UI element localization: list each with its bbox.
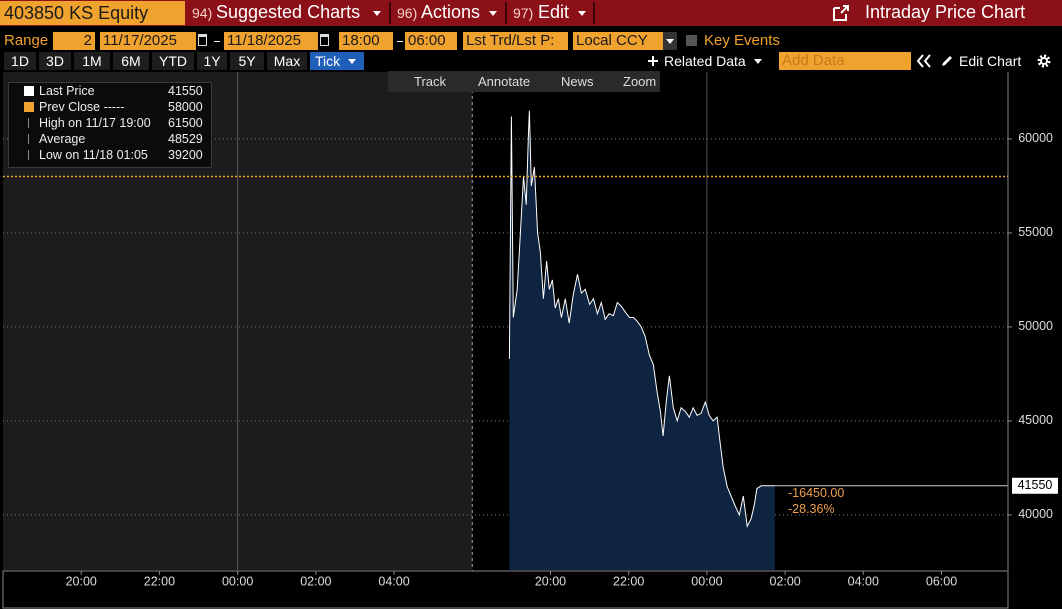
divider	[389, 2, 391, 24]
pencil-icon	[942, 56, 952, 66]
period-button[interactable]: 3D	[39, 52, 71, 70]
popout-icon[interactable]	[832, 4, 850, 22]
menu[interactable]: Edit	[538, 2, 570, 22]
divider	[505, 2, 507, 24]
last-price-label: 41550	[1018, 478, 1053, 492]
key-events-label: Key Events	[704, 32, 780, 49]
legend-marker	[28, 118, 29, 128]
menu-number: 97)	[513, 5, 534, 21]
checkbox[interactable]	[686, 35, 697, 46]
period-button[interactable]: 1Y	[197, 52, 227, 70]
collapse-icon[interactable]	[916, 54, 932, 68]
legend-label: Last Price	[39, 84, 95, 98]
annotate-tool[interactable]: Annotate	[478, 74, 531, 89]
x-tick-label: 22:00	[144, 574, 175, 588]
y-tick-label: 55000	[1018, 225, 1053, 239]
dropdown-arrow	[578, 11, 586, 16]
x-tick-label: 02:00	[769, 574, 800, 588]
tick-button[interactable]: Tick	[310, 52, 364, 70]
y-tick-label: 45000	[1018, 413, 1053, 427]
period-button[interactable]: 6M	[113, 52, 149, 70]
currency-select[interactable]: Local CCY	[573, 32, 663, 50]
x-tick-label: 02:00	[300, 574, 331, 588]
x-tick-label: 20:00	[66, 574, 97, 588]
period-button[interactable]: Max	[267, 52, 307, 70]
zoom-tool[interactable]: Zoom	[623, 74, 657, 89]
x-tick-label: 06:00	[926, 574, 957, 588]
edit-chart[interactable]: Edit Chart	[959, 53, 1022, 69]
legend-label: Low on 11/18 01:05	[39, 148, 148, 162]
menu[interactable]: Actions	[421, 2, 481, 22]
menu[interactable]: Suggested Charts	[216, 2, 361, 22]
chart-toolbar	[388, 71, 660, 92]
menu-number: 94)	[192, 5, 213, 21]
legend-value: 48529	[168, 132, 203, 146]
plus-icon	[648, 56, 658, 66]
x-tick-label: 00:00	[222, 574, 253, 588]
security-field[interactable]: 403850 KS Equity	[0, 1, 185, 25]
range-label: Range	[4, 32, 49, 49]
end-time-input[interactable]: 06:00	[405, 32, 457, 50]
legend-marker	[28, 150, 29, 160]
x-tick-label: 00:00	[691, 574, 722, 588]
legend-swatch	[24, 86, 34, 96]
period-button[interactable]: YTD	[152, 52, 194, 70]
dropdown-arrow	[754, 59, 762, 64]
period-button[interactable]: 1M	[74, 52, 110, 70]
calendar-icon[interactable]	[198, 34, 207, 46]
legend-label: Prev Close -----	[39, 100, 125, 114]
period-button[interactable]: 1D	[4, 52, 36, 70]
track-tool[interactable]: Track	[414, 74, 447, 89]
legend-box	[8, 82, 212, 168]
related-plus	[648, 52, 658, 70]
dropdown[interactable]	[663, 32, 677, 50]
change-annotation: -28.36%	[788, 502, 835, 516]
legend-value: 39200	[168, 148, 203, 162]
tick-label: Tick	[315, 53, 341, 69]
x-tick-label: 20:00	[535, 574, 566, 588]
legend-marker	[28, 134, 29, 144]
change-annotation: -16450.00	[788, 486, 844, 500]
y-tick-label: 60000	[1018, 131, 1053, 145]
add-data-input[interactable]: Add Data	[779, 52, 911, 70]
separator	[214, 41, 220, 42]
legend-value: 61500	[168, 116, 203, 130]
related-data[interactable]: Related Data	[664, 53, 746, 69]
dropdown-arrow	[489, 11, 497, 16]
end-date-input[interactable]: 11/18/2025	[224, 32, 318, 50]
y-tick-label: 50000	[1018, 319, 1053, 333]
field-select[interactable]: Lst Trd/Lst P:	[463, 32, 568, 50]
menu-number: 96)	[397, 5, 418, 21]
start-date-input[interactable]: 11/17/2025	[100, 32, 196, 50]
last-price-box	[1012, 477, 1058, 494]
legend-value: 41550	[168, 84, 203, 98]
x-axis-band	[2, 570, 1009, 609]
start-time-input[interactable]: 18:00	[339, 32, 393, 50]
x-tick-label: 04:00	[848, 574, 879, 588]
calendar-icon[interactable]	[320, 34, 329, 46]
settings-icon[interactable]	[1036, 53, 1052, 69]
separator	[397, 41, 403, 42]
y-tick-label: 40000	[1018, 507, 1053, 521]
legend-label: Average	[39, 132, 86, 146]
x-tick-label: 04:00	[378, 574, 409, 588]
period-button[interactable]: 5Y	[230, 52, 264, 70]
legend-label: High on 11/17 19:00	[39, 116, 151, 130]
legend-swatch	[24, 102, 34, 112]
legend-value: 58000	[168, 100, 203, 114]
divider	[593, 2, 595, 24]
news-tool[interactable]: News	[561, 74, 594, 89]
x-tick-label: 22:00	[613, 574, 644, 588]
period-input[interactable]: 2	[53, 32, 95, 50]
price-line	[508, 110, 775, 528]
screen-title: Intraday Price Chart	[865, 2, 1026, 22]
dropdown-arrow	[373, 11, 381, 16]
price-area	[509, 110, 775, 570]
